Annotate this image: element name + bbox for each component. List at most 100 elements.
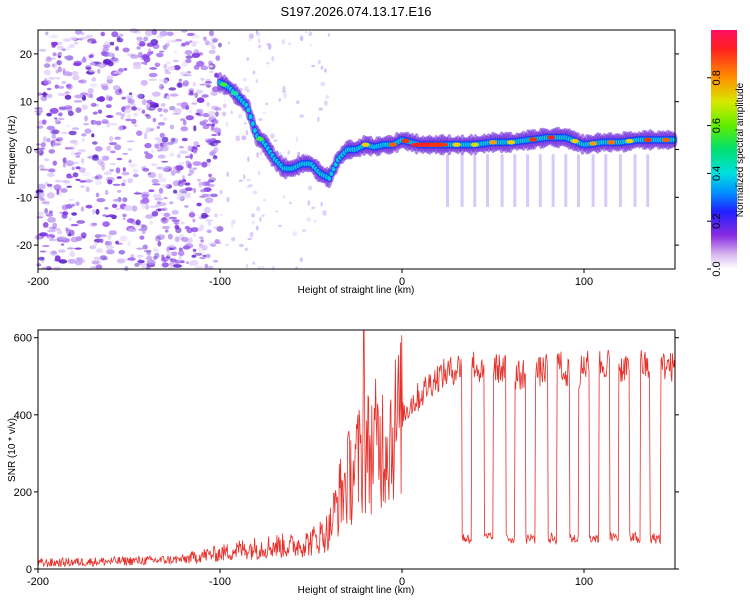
- spectrogram-hot-spot: [401, 138, 410, 144]
- spectrogram-noise-blob: [89, 62, 96, 66]
- spectrogram-noise-blob: [80, 92, 89, 96]
- spectrogram-noise-blob: [192, 232, 197, 238]
- spectrogram-noise-blob: [208, 177, 217, 182]
- spectrogram-sparse-blob: [255, 225, 259, 231]
- spectrogram-noise-blob: [180, 126, 189, 132]
- spectrogram-noise-blob: [47, 168, 56, 173]
- spectrogram-noise-blob: [129, 28, 139, 33]
- spectrogram-noise-blob: [102, 221, 110, 228]
- spectrogram-noise-blob: [161, 225, 171, 230]
- spectrogram-sparse-blob: [246, 179, 251, 182]
- spectrogram-noise-blob: [126, 114, 131, 120]
- spectrogram-noise-blob: [72, 172, 79, 178]
- spectrogram-noise-blob: [182, 175, 185, 181]
- spectrogram-noise-blob: [99, 161, 106, 167]
- spectrogram-noise-blob: [97, 109, 103, 114]
- spectrogram-noise-blob: [218, 42, 222, 48]
- spectrogram-noise-blob: [71, 145, 77, 150]
- spectrogram-noise-blob: [141, 61, 147, 65]
- spectrogram-noise-blob: [137, 258, 143, 265]
- spectrogram-noise-blob: [188, 170, 195, 175]
- spectrogram-noise-blob: [45, 213, 54, 217]
- spectrogram-sparse-blob: [273, 139, 278, 142]
- spectrogram-sparse-blob: [246, 89, 251, 93]
- spectrogram-sparse-blob: [256, 206, 261, 212]
- spectrogram-noise-blob: [193, 49, 199, 54]
- spectrogram-noise-blob: [52, 52, 57, 57]
- colorbar-tick-label: 0.6: [711, 118, 723, 133]
- spectrogram-noise-blob: [145, 214, 154, 219]
- spectrogram-noise-blob: [113, 71, 123, 75]
- spectrogram-noise-blob: [166, 141, 174, 145]
- spectrogram-noise-blob: [210, 193, 219, 198]
- spectrogram-noise-blob: [159, 132, 165, 138]
- spectrogram-noise-blob: [169, 93, 179, 97]
- spectrogram-noise-blob: [62, 157, 67, 164]
- spectrogram-noise-blob: [141, 229, 146, 234]
- spectrogram-noise-blob: [205, 123, 213, 127]
- spectrogram-noise-blob: [57, 66, 62, 73]
- spectrogram-noise-blob: [39, 232, 48, 237]
- spectrogram-noise-blob: [100, 31, 106, 37]
- spectrogram-noise-blob: [123, 67, 128, 71]
- spectrogram-noise-blob: [48, 210, 53, 214]
- spectrogram-noise-blob: [209, 151, 215, 156]
- spectrogram-noise-blob: [66, 229, 74, 233]
- spectrogram-noise-blob: [48, 149, 56, 154]
- spectrogram-noise-blob: [148, 189, 155, 193]
- spectrogram-noise-blob: [154, 252, 160, 259]
- spectrogram-sparse-blob: [281, 38, 285, 45]
- spectrogram-noise-blob: [121, 171, 130, 176]
- spectrogram-noise-blob: [88, 70, 97, 73]
- spectrogram-noise-blob: [54, 118, 59, 125]
- spectrogram-noise-blob: [85, 204, 93, 209]
- spectrogram-sparse-blob: [275, 210, 279, 213]
- spectrogram-noise-blob: [95, 208, 100, 215]
- spectrogram-noise-blob: [40, 142, 46, 148]
- spectrogram-hot-spot: [256, 136, 264, 142]
- spectrogram-sparse-blob: [231, 223, 234, 228]
- spectrogram-noise-blob: [202, 119, 209, 123]
- snr-y-tick-label: 600: [14, 333, 32, 345]
- spectrogram-noise-blob: [161, 217, 167, 222]
- spectrogram-noise-blob: [105, 245, 115, 250]
- spectrogram-noise-blob: [214, 239, 220, 244]
- spectrogram-noise-blob: [105, 104, 112, 108]
- spectrogram-noise-blob: [91, 133, 95, 138]
- spectrogram-noise-blob: [154, 143, 160, 149]
- spectrogram-noise-blob: [142, 244, 148, 250]
- spectrogram-noise-blob: [120, 113, 124, 120]
- spectrogram-ridge-peak: [246, 107, 251, 113]
- colorbar-tick-label: 0.2: [711, 214, 723, 229]
- spectrogram-noise-blob: [156, 234, 166, 240]
- colorbar-tick-label: 0.8: [711, 70, 723, 85]
- spectrogram-noise-blob: [92, 208, 96, 215]
- spectrogram-noise-blob: [78, 167, 86, 173]
- chart-title: S197.2026.074.13.17.E16: [280, 4, 431, 19]
- spectrogram-noise-blob: [176, 154, 181, 158]
- spectrogram-noise-blob: [65, 84, 71, 88]
- spectrogram-noise-blob: [81, 171, 91, 177]
- spectrogram-streak: [538, 154, 542, 207]
- spectrogram-sparse-blob: [271, 265, 275, 272]
- spectrogram-noise-blob: [109, 135, 114, 142]
- spectrogram-noise-blob: [56, 188, 60, 195]
- spectrogram-noise-blob: [200, 189, 207, 193]
- spectrogram-noise-blob: [181, 137, 188, 142]
- snr-x-tick-label: -100: [209, 576, 231, 588]
- spectrogram-noise-blob: [151, 163, 155, 166]
- spectrogram-noise-blob: [195, 112, 200, 116]
- spectrogram-noise-blob: [129, 98, 135, 105]
- spectrogram-sparse-blob: [292, 231, 298, 237]
- spectrogram-noise-blob: [115, 167, 121, 174]
- spectrogram-noise-blob: [171, 113, 181, 115]
- spectrogram-sparse-blob: [256, 152, 259, 158]
- spectrogram-noise-blob: [84, 179, 93, 183]
- spectrogram-sparse-blob: [325, 95, 330, 99]
- spectrogram-noise-blob: [159, 79, 163, 82]
- spectrogram-noise-blob: [204, 219, 214, 222]
- spectrogram-noise-blob: [52, 160, 58, 166]
- spectrogram-hot-spot: [529, 137, 537, 142]
- spectrogram-sparse-blob: [252, 70, 256, 75]
- spectrogram-noise-blob: [64, 94, 72, 100]
